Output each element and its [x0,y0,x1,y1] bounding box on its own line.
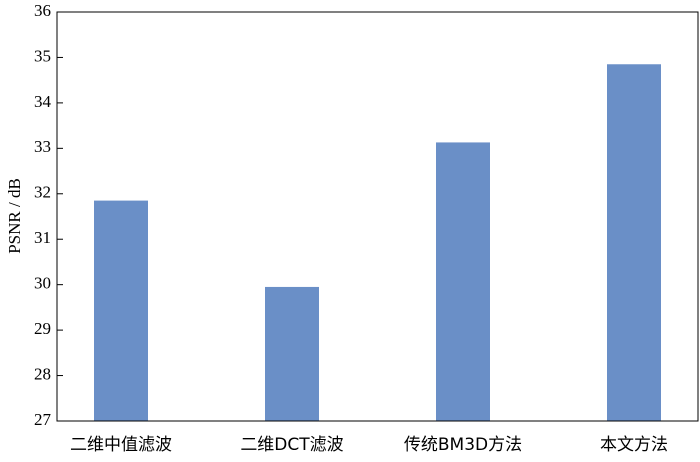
bar [436,142,490,422]
x-tick-label: 传统BM3D方法 [404,435,522,455]
x-tick-label: 本文方法 [600,435,668,455]
x-tick-label: 二维DCT滤波 [240,435,343,455]
x-tick-label: 二维中值滤波 [70,435,172,455]
plot-frame [56,11,699,422]
y-tick-label: 34 [34,92,52,111]
y-tick-label: 28 [34,364,51,383]
y-tick-label: 35 [34,46,51,65]
y-tick-label: 33 [34,137,51,156]
y-tick-label: 36 [34,1,51,20]
bar [265,286,319,421]
y-tick-label: 29 [34,319,51,338]
y-axis-label: PSNR / dB [5,178,24,254]
bar [607,64,661,421]
bar [94,200,148,421]
y-tick-label: 31 [34,228,51,247]
y-tick-label: 32 [34,183,51,202]
y-tick-label: 30 [34,274,51,293]
y-tick-label: 27 [34,410,52,429]
